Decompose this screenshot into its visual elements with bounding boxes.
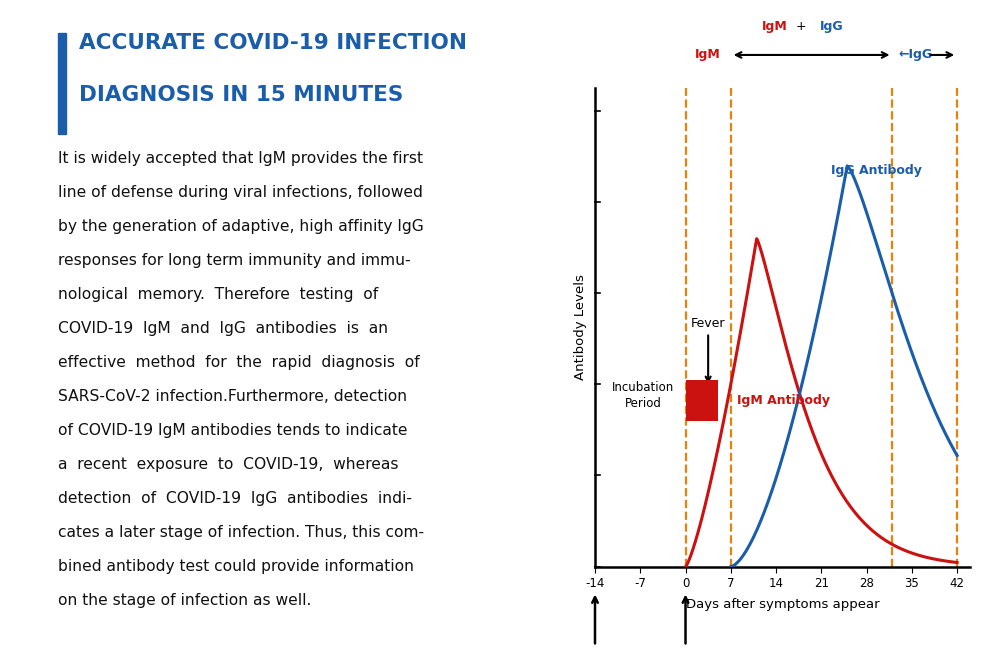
Text: responses for long term immunity and immu-: responses for long term immunity and imm…	[58, 253, 410, 268]
Text: IgG: IgG	[820, 20, 843, 33]
Bar	[58, 33, 66, 134]
Text: +: +	[796, 20, 806, 33]
Text: nological  memory.  Therefore  testing  of: nological memory. Therefore testing of	[58, 287, 378, 302]
Text: COVID-19  IgM  and  IgG  antibodies  is  an: COVID-19 IgM and IgG antibodies is an	[58, 321, 388, 336]
Text: Fever: Fever	[691, 317, 725, 382]
Text: It is widely accepted that IgM provides the first: It is widely accepted that IgM provides …	[58, 151, 422, 166]
Y-axis label: Antibody Levels: Antibody Levels	[574, 274, 587, 381]
Text: ←IgG: ←IgG	[899, 48, 933, 62]
Text: DIAGNOSIS IN 15 MINUTES: DIAGNOSIS IN 15 MINUTES	[79, 85, 403, 105]
X-axis label: Days after symptoms appear: Days after symptoms appear	[686, 598, 879, 611]
Text: of COVID-19 IgM antibodies tends to indicate: of COVID-19 IgM antibodies tends to indi…	[58, 423, 407, 438]
Text: a  recent  exposure  to  COVID-19,  whereas: a recent exposure to COVID-19, whereas	[58, 457, 398, 472]
Text: cates a later stage of infection. Thus, this com-: cates a later stage of infection. Thus, …	[58, 525, 424, 540]
Text: bined antibody test could provide information: bined antibody test could provide inform…	[58, 559, 414, 574]
Bar	[686, 380, 718, 421]
Text: line of defense during viral infections, followed: line of defense during viral infections,…	[58, 185, 422, 200]
Text: by the generation of adaptive, high affinity IgG: by the generation of adaptive, high affi…	[58, 219, 423, 234]
Text: SARS-CoV-2 infection.Furthermore, detection: SARS-CoV-2 infection.Furthermore, detect…	[58, 389, 407, 404]
Text: ACCURATE COVID-19 INFECTION: ACCURATE COVID-19 INFECTION	[79, 33, 467, 53]
Text: detection  of  COVID-19  IgG  antibodies  indi-: detection of COVID-19 IgG antibodies ind…	[58, 491, 412, 506]
Text: Incubation
Period: Incubation Period	[612, 381, 675, 410]
Text: IgG Antibody: IgG Antibody	[831, 164, 922, 177]
Text: IgM Antibody: IgM Antibody	[737, 394, 830, 407]
Text: IgM: IgM	[695, 48, 721, 62]
Text: effective  method  for  the  rapid  diagnosis  of: effective method for the rapid diagnosis…	[58, 355, 419, 370]
Text: on the stage of infection as well.: on the stage of infection as well.	[58, 593, 311, 608]
Text: IgM: IgM	[761, 20, 787, 33]
